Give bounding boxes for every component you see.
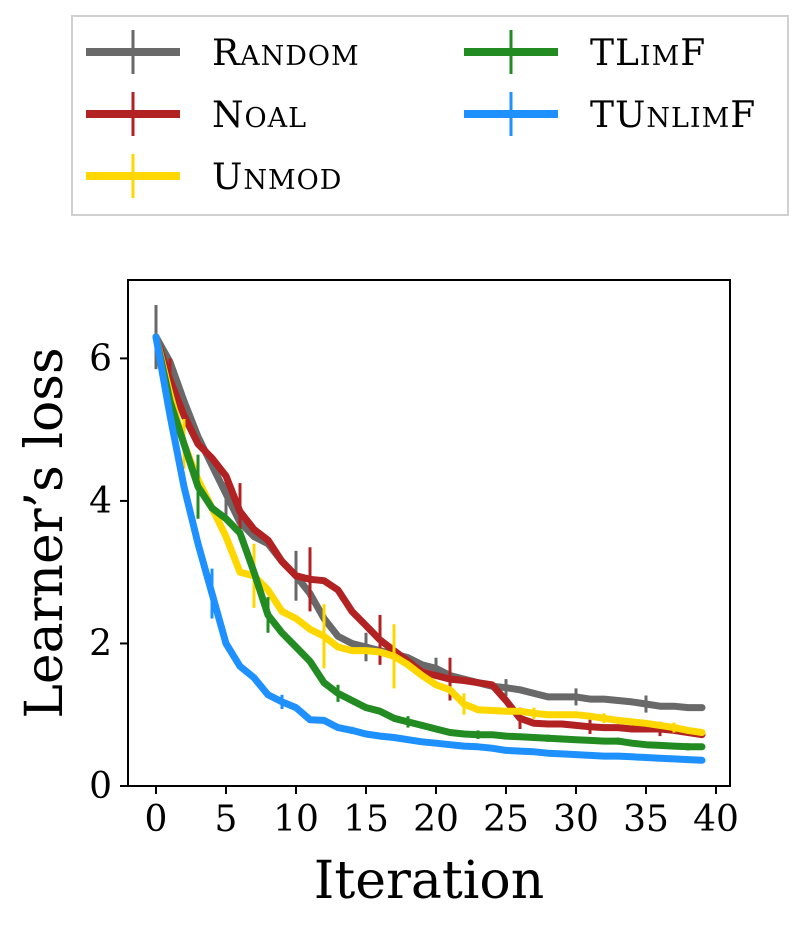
x-tick-label: 30 <box>553 799 599 840</box>
series-line-tlimf <box>152 333 706 751</box>
series-line-random <box>152 333 706 712</box>
legend-label-tunlimf: TUNLIMF <box>590 95 756 136</box>
x-tick-label: 35 <box>623 799 669 840</box>
x-tick-label: 5 <box>215 799 238 840</box>
series-line-tunlimf <box>152 333 706 764</box>
x-tick-label: 15 <box>343 799 389 840</box>
x-tick-label: 10 <box>273 799 319 840</box>
y-axis: 0 2 4 6 <box>89 338 128 807</box>
legend-label-random: RANDOM <box>212 33 360 74</box>
x-tick-label: 40 <box>693 799 739 840</box>
legend-frame <box>71 15 789 216</box>
legend: RANDOM NOAL UNMOD TLIMF TUNLIMF <box>71 15 789 216</box>
y-axis-label: Learner’s loss <box>15 347 75 718</box>
plot-area <box>152 304 706 764</box>
y-tick-label: 2 <box>89 623 112 664</box>
x-axis: 0 5 10 15 20 25 30 35 40 <box>145 786 739 840</box>
x-axis-label: Iteration <box>314 851 544 911</box>
legend-label-unmod: UNMOD <box>212 157 342 198</box>
x-tick-label: 20 <box>413 799 459 840</box>
plot-frame <box>127 279 731 787</box>
series-line-noal <box>152 333 706 739</box>
legend-label-noal: NOAL <box>212 95 307 136</box>
y-tick-label: 6 <box>89 338 112 379</box>
legend-label-tlimf: TLIMF <box>590 33 706 74</box>
x-tick-label: 0 <box>145 799 168 840</box>
y-tick-label: 4 <box>89 481 112 522</box>
series-line-unmod <box>152 333 706 736</box>
y-tick-label: 0 <box>89 766 112 807</box>
x-tick-label: 25 <box>483 799 529 840</box>
